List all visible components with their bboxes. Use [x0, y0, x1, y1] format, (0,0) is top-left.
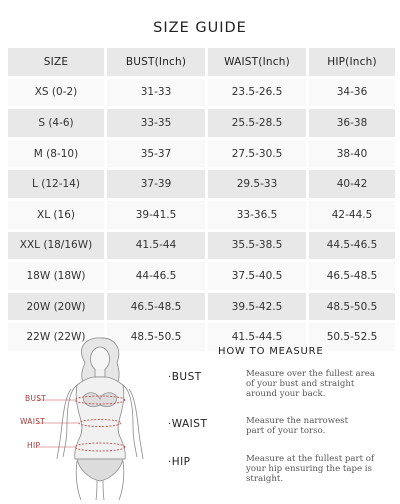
bust-label-text: BUST: [171, 371, 202, 383]
bust-measure-label: ·BUST: [168, 371, 202, 383]
table-row: S (4-6) 33-35 25.5-28.5 36-38: [8, 109, 395, 137]
cell-size: XXL (18/16W): [8, 231, 104, 260]
cell-waist: 33-36.5: [208, 200, 306, 229]
body-figure: BUST WAIST HIP: [20, 335, 175, 501]
cell-bust: 46.5-48.5: [107, 292, 205, 321]
cell-size: L (12-14): [8, 170, 104, 198]
waist-desc-line: part of your torso.: [246, 426, 326, 437]
body-illustration: [37, 337, 144, 501]
waist-measure-label: ·WAIST: [168, 418, 207, 430]
header-size: SIZE: [8, 48, 104, 76]
cell-size: 18W (18W): [8, 262, 104, 290]
bust-description: Measure over the fullest area of your bu…: [246, 369, 396, 400]
cell-waist: 39.5-42.5: [208, 292, 306, 321]
cell-bust: 33-35: [107, 109, 205, 137]
table-row: XL (16) 39-41.5 33-36.5 42-44.5: [8, 200, 395, 229]
cell-hip: 42-44.5: [309, 200, 395, 229]
table-row: L (12-14) 37-39 29.5-33 40-42: [8, 170, 395, 198]
bust-desc-line: around your back.: [246, 389, 326, 400]
cell-bust: 41.5-44: [107, 231, 205, 260]
bust-desc-line: Measure over the fullest area: [246, 369, 375, 379]
figure-label-hip: HIP: [27, 441, 41, 450]
waist-desc-line: Measure the narrowest: [246, 416, 349, 426]
header-waist: WAIST(Inch): [208, 48, 306, 76]
cell-hip: 34-36: [309, 78, 395, 107]
cell-bust: 35-37: [107, 139, 205, 168]
cell-size: XS (0-2): [8, 78, 104, 107]
cell-hip: 38-40: [309, 139, 395, 168]
cell-size: S (4-6): [8, 109, 104, 137]
cell-bust: 31-33: [107, 78, 205, 107]
hip-description: Measure at the fullest part of your hip …: [246, 454, 396, 485]
cell-waist: 27.5-30.5: [208, 139, 306, 168]
waist-label-text: WAIST: [171, 418, 208, 430]
cell-size: 20W (20W): [8, 292, 104, 321]
hip-label-text: HIP: [171, 456, 191, 468]
cell-hip: 50.5-52.5: [309, 323, 395, 351]
bust-desc-line: of your bust and straight: [246, 379, 355, 390]
cell-size: M (8-10): [8, 139, 104, 168]
hip-desc-line: straight.: [246, 474, 284, 485]
waist-description: Measure the narrowest part of your torso…: [246, 416, 396, 436]
cell-hip: 46.5-48.5: [309, 262, 395, 290]
how-to-measure-heading: HOW TO MEASURE: [218, 346, 324, 357]
header-bust: BUST(Inch): [107, 48, 205, 76]
cell-size: 22W (22W): [8, 323, 104, 351]
table-row: 20W (20W) 46.5-48.5 39.5-42.5 48.5-50.5: [8, 292, 395, 321]
bullet-dot: ·: [168, 372, 172, 383]
figure-label-waist: WAIST: [20, 417, 46, 426]
cell-waist: 41.5-44.5: [208, 323, 306, 351]
bullet-dot: ·: [168, 457, 172, 468]
page-title: SIZE GUIDE: [153, 20, 247, 36]
cell-bust: 44-46.5: [107, 262, 205, 290]
cell-waist: 37.5-40.5: [208, 262, 306, 290]
cell-hip: 48.5-50.5: [309, 292, 395, 321]
cell-bust: 37-39: [107, 170, 205, 198]
size-table: SIZE BUST(Inch) WAIST(Inch) HIP(Inch) XS…: [5, 45, 398, 354]
cell-hip: 40-42: [309, 170, 395, 198]
cell-bust: 48.5-50.5: [107, 323, 205, 351]
cell-waist: 35.5-38.5: [208, 231, 306, 260]
cell-waist: 25.5-28.5: [208, 109, 306, 137]
cell-waist: 29.5-33: [208, 170, 306, 198]
hip-measure-line: [74, 442, 126, 452]
hip-desc-line: your hip ensuring the tape is: [246, 464, 372, 475]
header-hip: HIP(Inch): [309, 48, 395, 76]
table-row: M (8-10) 35-37 27.5-30.5 38-40: [8, 139, 395, 168]
table-row: XS (0-2) 31-33 23.5-26.5 34-36: [8, 78, 395, 107]
table-row: 22W (22W) 48.5-50.5 41.5-44.5 50.5-52.5: [8, 323, 395, 351]
bullet-dot: ·: [168, 419, 172, 430]
figure-label-bust: BUST: [25, 394, 47, 403]
cell-bust: 39-41.5: [107, 200, 205, 229]
cell-hip: 36-38: [309, 109, 395, 137]
bust-measure-line: [74, 395, 126, 405]
cell-waist: 23.5-26.5: [208, 78, 306, 107]
table-header-row: SIZE BUST(Inch) WAIST(Inch) HIP(Inch): [8, 48, 395, 76]
hip-desc-line: Measure at the fullest part of: [246, 454, 375, 464]
hip-measure-label: ·HIP: [168, 456, 191, 468]
cell-size: XL (16): [8, 200, 104, 229]
table-row: 18W (18W) 44-46.5 37.5-40.5 46.5-48.5: [8, 262, 395, 290]
table-row: XXL (18/16W) 41.5-44 35.5-38.5 44.5-46.5: [8, 231, 395, 260]
cell-hip: 44.5-46.5: [309, 231, 395, 260]
